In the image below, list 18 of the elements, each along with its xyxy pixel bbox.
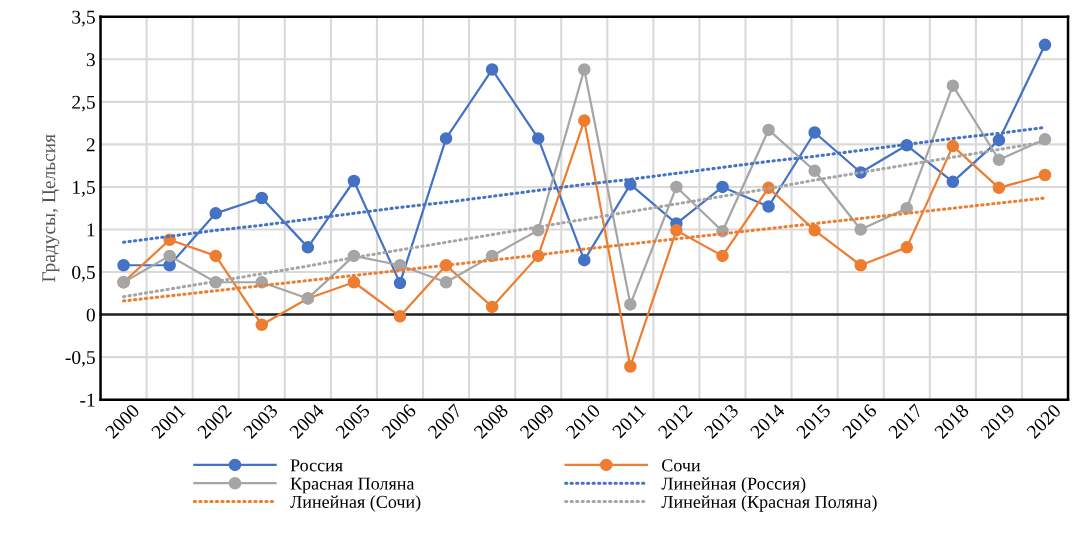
y-tick-label: 0,5 <box>72 265 95 282</box>
y-axis-title: Градусы, Цельсия <box>42 134 60 282</box>
y-tick-label: 2,5 <box>72 95 95 112</box>
y-tick-label: 3,5 <box>72 10 95 27</box>
y-tick-label: 3 <box>86 53 95 67</box>
y-tick-label: -0,5 <box>65 350 95 367</box>
legend-label: Линейная (Сочи) <box>290 495 421 512</box>
x-tick-label: 2001 <box>150 403 187 440</box>
y-tick-label: 1,5 <box>73 180 95 197</box>
y-tick-label: 0 <box>86 308 95 322</box>
legend-label: Линейная (Россия) <box>661 477 806 494</box>
legend-label: Сочи <box>662 459 701 472</box>
y-tick-label: 2 <box>86 138 95 152</box>
legend-label: Россия <box>290 459 343 472</box>
legend-label: Линейная (Красная Поляна) <box>661 495 877 512</box>
y-tick-label: -1 <box>80 393 95 407</box>
legend-label: Красная Поляна <box>290 477 415 494</box>
y-tick-label: 1 <box>87 223 95 237</box>
